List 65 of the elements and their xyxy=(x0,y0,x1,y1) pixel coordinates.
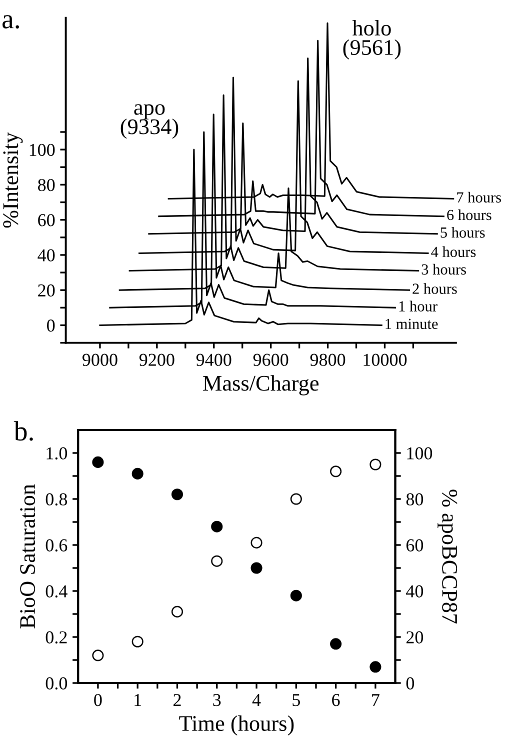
y2-tick-label: 100 xyxy=(407,447,432,460)
series-label: 3 hours xyxy=(422,264,466,275)
point xyxy=(330,638,342,650)
series-label: 6 hours xyxy=(447,209,492,220)
y-tick-label: 80 xyxy=(38,178,55,192)
x-tick-label: 9600 xyxy=(253,354,288,366)
x-tick-label: 9800 xyxy=(310,354,346,366)
x-tick-label: 4 xyxy=(252,694,261,706)
y-tick-label: 100 xyxy=(30,144,55,156)
point xyxy=(132,636,144,648)
point xyxy=(132,468,144,480)
point xyxy=(290,493,302,505)
y-axis-title: %Intensity xyxy=(3,132,23,228)
point xyxy=(171,488,184,500)
y2-tick-label: 60 xyxy=(406,539,424,552)
series-label: 1 hour xyxy=(399,300,438,312)
y-tick-label: 0.0 xyxy=(46,677,68,690)
y-tick-label: 40 xyxy=(38,249,55,262)
point xyxy=(92,456,104,468)
chart-title: a. xyxy=(2,15,19,29)
y-tick-label: 0.6 xyxy=(46,539,68,552)
x-tick-label: 2 xyxy=(174,694,181,706)
x-tick-label: 10000 xyxy=(364,354,407,366)
x-tick-label: 6 xyxy=(332,694,340,706)
x-axis-title: Time (hours) xyxy=(179,715,294,736)
series-label: 1 minute xyxy=(386,318,438,330)
y-tick-label: 0.8 xyxy=(46,493,68,506)
series-label: 5 hours xyxy=(440,226,485,238)
point xyxy=(250,562,262,574)
x-tick-label: 7 xyxy=(372,694,380,706)
point xyxy=(330,466,342,478)
x-tick-label: 3 xyxy=(213,694,221,706)
point xyxy=(211,520,223,532)
y-tick-label: 20 xyxy=(38,284,55,297)
x-tick-label: 9200 xyxy=(139,354,174,366)
y2-axis-title: % apoBCCP87 xyxy=(438,490,458,624)
y-tick-label: 0.2 xyxy=(46,631,67,644)
series-label: 2 hours xyxy=(412,283,457,294)
x-axis-title: Mass/Charge xyxy=(203,375,319,396)
y2-tick-label: 40 xyxy=(406,585,424,598)
y-tick-label: 0.4 xyxy=(46,585,68,598)
point xyxy=(250,536,262,548)
point xyxy=(171,606,184,618)
chart-title: b. xyxy=(14,421,33,441)
point xyxy=(92,650,104,662)
x-tick-label: 5 xyxy=(292,694,300,706)
point xyxy=(211,555,223,567)
series-label: 4 hours xyxy=(431,246,476,258)
y-tick-label: 60 xyxy=(38,214,55,226)
y2-tick-label: 20 xyxy=(406,631,424,644)
x-tick-label: 1 xyxy=(134,694,142,706)
x-tick-label: 9400 xyxy=(196,354,232,366)
y-axis-title: BioO Saturation xyxy=(20,484,36,628)
y-tick-label: 0 xyxy=(47,319,55,332)
x-tick-label: 0 xyxy=(94,694,102,706)
point xyxy=(290,590,302,602)
y2-tick-label: 80 xyxy=(406,493,424,506)
annotation: holo (9561) xyxy=(343,20,401,60)
y-tick-label: 1.0 xyxy=(46,447,68,460)
y2-tick-label: 0 xyxy=(406,677,414,690)
series-label: 7 hours xyxy=(457,192,501,203)
x-tick-label: 9000 xyxy=(82,354,118,366)
point xyxy=(370,458,382,470)
annotation: apo (9334) xyxy=(120,104,178,139)
point xyxy=(370,661,382,673)
